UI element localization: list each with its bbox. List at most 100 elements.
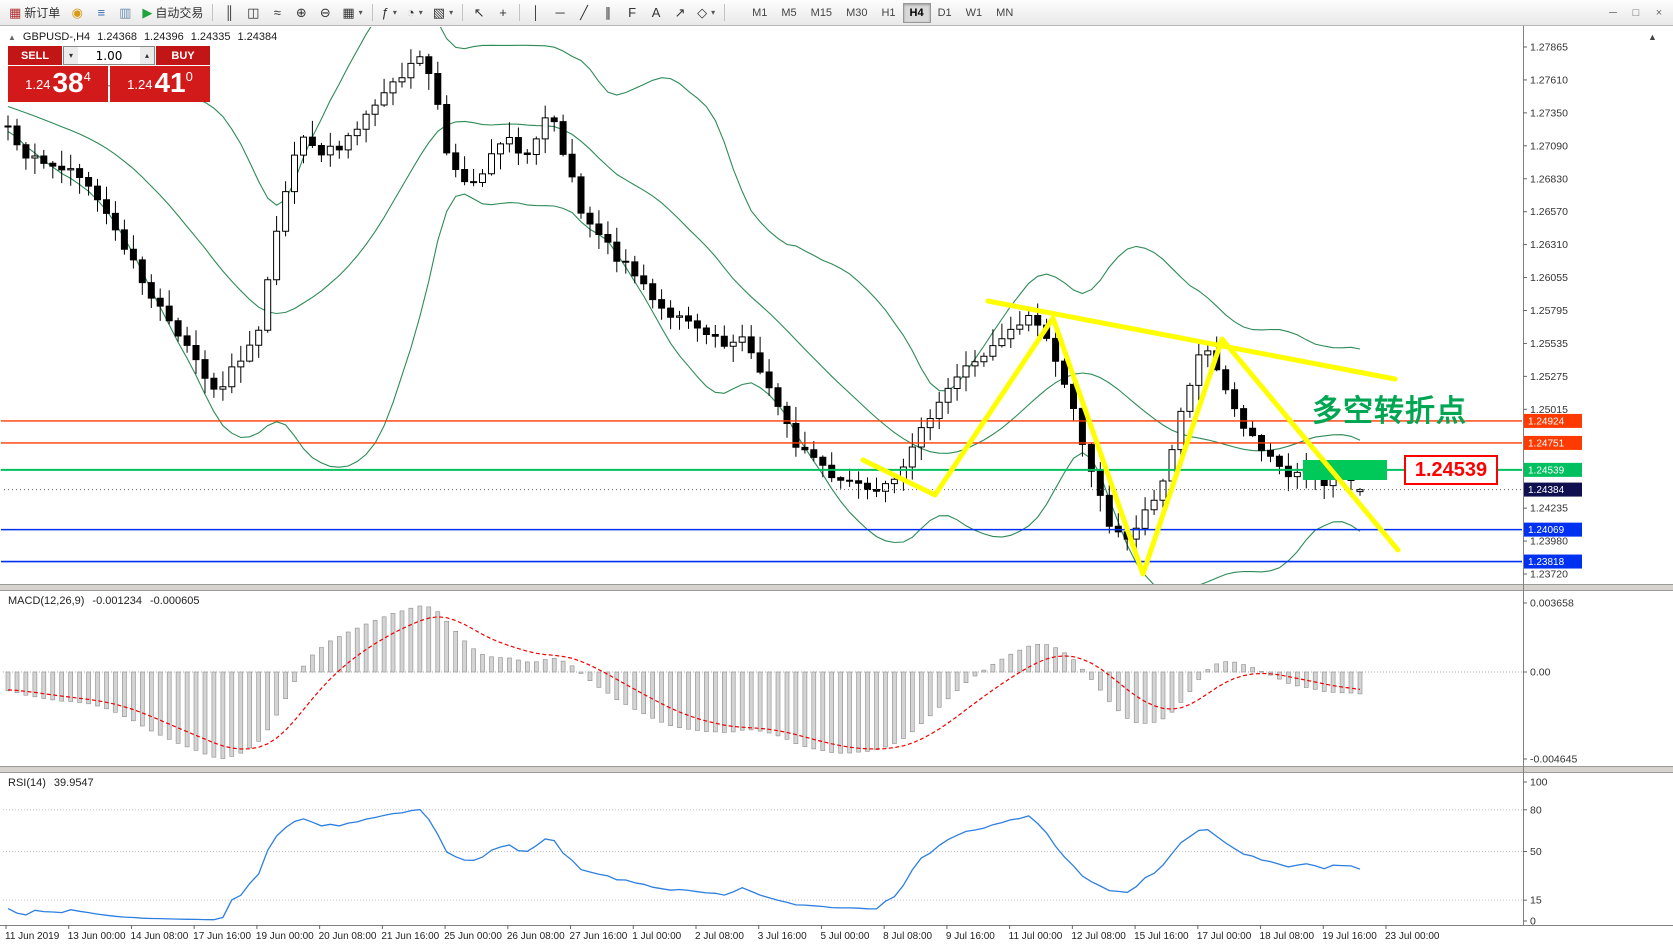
tf-m15-label: M15	[810, 6, 833, 19]
price-callout-box: 1.24539	[1404, 455, 1498, 485]
indicators-dropdown-icon[interactable]: ▾	[392, 8, 397, 17]
svg-text:1.24751: 1.24751	[1528, 438, 1565, 449]
toolbar-toolbox[interactable]: ▥	[113, 2, 137, 24]
templates-dropdown-icon[interactable]: ▾	[449, 8, 454, 17]
one-click-trading-panel: SELL ▾ ▴ BUY 1.24 38 4 1.24 41 0	[8, 46, 210, 102]
minimize-window-button[interactable]: ─	[1609, 6, 1617, 19]
symbol-header: ▲ GBPUSD-,H4 1.24368 1.24396 1.24335 1.2…	[8, 31, 277, 43]
toolbar-candlestick-mode[interactable]: ◫	[241, 2, 265, 24]
buy-price-main: 41	[154, 67, 186, 98]
channel-tool-icon: ∥	[604, 5, 612, 20]
volume-up-button[interactable]: ▴	[140, 47, 154, 64]
svg-text:12 Jul 08:00: 12 Jul 08:00	[1071, 931, 1126, 942]
toolbar-zoom-in[interactable]: ⊕	[289, 2, 313, 24]
tf-m30-label: M30	[846, 6, 868, 19]
new-order-icon: ▦	[9, 5, 22, 20]
toolbar-tf-m30[interactable]: M30	[839, 3, 874, 23]
sell-price-pip: 4	[83, 69, 91, 84]
toolbar-tf-m1[interactable]: M1	[745, 3, 774, 23]
toolbar-tf-mn[interactable]: MN	[989, 3, 1020, 23]
svg-text:17 Jun 16:00: 17 Jun 16:00	[193, 931, 251, 942]
buy-button[interactable]: BUY	[156, 46, 210, 65]
toolbar-arrow-tool[interactable]: ↗	[668, 2, 692, 24]
scale-up-arrow-icon[interactable]: ▲	[1648, 32, 1657, 42]
toolbar-indicators[interactable]: ƒ ▾	[377, 2, 402, 24]
ohlc-low: 1.24335	[190, 31, 231, 43]
toolbar-periods[interactable]: ◔ ▾	[402, 2, 428, 24]
svg-text:14 Jun 08:00: 14 Jun 08:00	[130, 931, 188, 942]
buy-price-display[interactable]: 1.24 41 0	[110, 66, 210, 102]
svg-text:1.25535: 1.25535	[1530, 338, 1568, 350]
toolbar-tf-d1[interactable]: D1	[931, 3, 959, 23]
tf-m5-label: M5	[781, 6, 797, 19]
toolbar-tf-h1[interactable]: H1	[874, 3, 902, 23]
periods-icon: ◔	[406, 5, 415, 20]
svg-text:19 Jun 00:00: 19 Jun 00:00	[256, 931, 314, 942]
toolbar-horizontal-line-tool[interactable]: ─	[548, 2, 572, 24]
arrange-windows-dropdown-icon[interactable]: ▾	[358, 8, 363, 17]
toolbar-market-watch[interactable]: ◉	[65, 2, 89, 24]
templates-icon: ▧	[432, 5, 446, 20]
symbol-title: GBPUSD-,H4	[22, 31, 91, 43]
ohlc-high: 1.24396	[143, 31, 184, 43]
toolbar-templates[interactable]: ▧ ▾	[428, 2, 458, 24]
toolbar-channel-tool[interactable]: ∥	[596, 2, 620, 24]
toolbar-tf-h4[interactable]: H4	[902, 2, 931, 23]
toolbar-navigator[interactable]: ≡	[89, 2, 113, 24]
volume-down-button[interactable]: ▾	[64, 47, 78, 64]
toolbar-line-chart-mode[interactable]: ≈	[265, 2, 289, 24]
toolbar-separator	[724, 4, 726, 21]
sell-button[interactable]: SELL	[8, 46, 62, 65]
toolbox-icon: ▥	[119, 5, 132, 20]
market-watch-icon: ◉	[71, 5, 83, 20]
toolbar-zoom-out[interactable]: ⊖	[313, 2, 337, 24]
svg-text:1.24924: 1.24924	[1528, 416, 1565, 427]
crosshair-tool-icon: +	[499, 5, 507, 20]
svg-text:1.25015: 1.25015	[1530, 404, 1568, 416]
toolbar-vertical-line-tool[interactable]: │	[524, 2, 548, 24]
rsi-name: RSI(14)	[8, 777, 46, 789]
svg-text:9 Jul 16:00: 9 Jul 16:00	[946, 931, 995, 942]
svg-text:23 Jul 00:00: 23 Jul 00:00	[1385, 931, 1440, 942]
svg-text:3 Jul 16:00: 3 Jul 16:00	[758, 931, 807, 942]
svg-text:1.27090: 1.27090	[1530, 140, 1568, 152]
toolbar-trendline-tool[interactable]: ╱	[572, 2, 596, 24]
horizontal-line-tool-icon: ─	[555, 5, 565, 20]
toolbar-separator	[519, 4, 521, 21]
macd-value-signal: -0.000605	[149, 595, 200, 607]
toolbar-separator	[462, 4, 464, 21]
sell-price-display[interactable]: 1.24 38 4	[8, 66, 108, 102]
bar-chart-mode-icon: ║	[224, 5, 234, 20]
svg-text:0: 0	[1530, 916, 1536, 928]
toolbar-tf-m15[interactable]: M15	[804, 3, 839, 23]
toolbar-bar-chart-mode[interactable]: ║	[217, 2, 241, 24]
zoom-out-icon: ⊖	[319, 5, 331, 20]
algo-trading-icon: ▶	[142, 5, 153, 20]
collapse-oct-icon[interactable]: ▲	[8, 32, 16, 42]
buy-price-pip: 0	[185, 69, 193, 84]
toolbar-cursor-tool[interactable]: ↖	[467, 2, 491, 24]
toolbar-fibonacci-tool[interactable]: F	[620, 2, 644, 24]
volume-control: ▾ ▴	[63, 46, 155, 65]
svg-text:1.26570: 1.26570	[1530, 206, 1568, 218]
toolbar-arrange-windows[interactable]: ▦ ▾	[337, 2, 367, 24]
volume-input[interactable]	[78, 47, 140, 64]
shapes-tool-dropdown-icon[interactable]: ▾	[711, 8, 716, 17]
toolbar-shapes-tool[interactable]: ◇ ▾	[692, 2, 720, 24]
toolbar-tf-m5[interactable]: M5	[774, 3, 803, 23]
close-window-button[interactable]: ×	[1655, 6, 1663, 19]
toolbar-crosshair-tool[interactable]: +	[491, 2, 515, 24]
restore-window-button[interactable]: □	[1632, 6, 1640, 19]
svg-text:0.003658: 0.003658	[1530, 598, 1574, 610]
oct-controls-row: SELL ▾ ▴ BUY	[8, 46, 210, 65]
toolbar-tf-w1[interactable]: W1	[959, 3, 990, 23]
toolbar-algo-trading[interactable]: ▶ 自动交易	[137, 2, 208, 24]
periods-dropdown-icon[interactable]: ▾	[418, 8, 423, 17]
toolbar-new-order[interactable]: ▦ 新订单	[4, 2, 65, 24]
oct-price-row: 1.24 38 4 1.24 41 0	[8, 66, 210, 102]
svg-text:0.00: 0.00	[1530, 667, 1551, 679]
toolbar-text-tool[interactable]: A	[644, 2, 668, 24]
new-order-label: 新订单	[24, 6, 61, 20]
svg-text:1.25275: 1.25275	[1530, 371, 1568, 383]
